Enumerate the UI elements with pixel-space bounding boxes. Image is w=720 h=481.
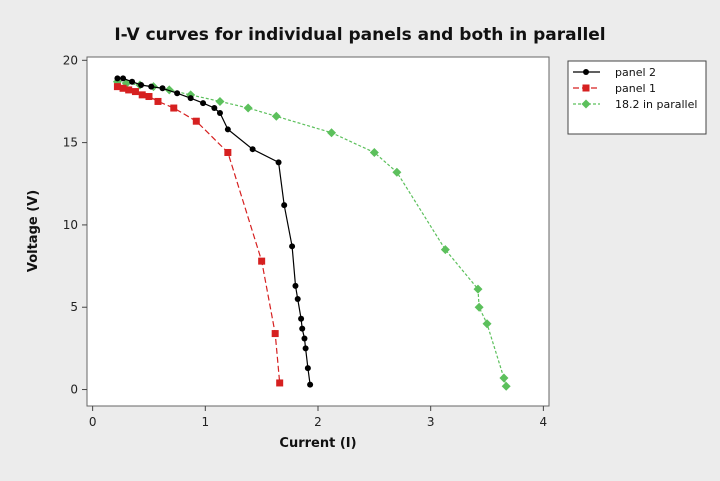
- data-point-panel-1: [224, 148, 232, 156]
- data-point-18-2-in-parallel: [215, 96, 225, 106]
- series-panel-1: [113, 83, 284, 387]
- data-point-18-2-in-parallel: [271, 111, 281, 121]
- data-point-panel-1: [170, 104, 178, 112]
- legend-marker-panel-2: [583, 69, 589, 75]
- x-tick-label: 0: [89, 415, 97, 429]
- chart-title: I-V curves for individual panels and bot…: [114, 25, 605, 45]
- data-point-18-2-in-parallel: [440, 245, 450, 255]
- legend-label-panel-1: panel 1: [615, 82, 656, 95]
- data-point-panel-2: [281, 202, 288, 209]
- legend-box: [567, 60, 707, 135]
- data-point-18-2-in-parallel: [474, 302, 484, 312]
- y-axis-label: Voltage (V): [26, 190, 41, 272]
- data-point-panel-1: [131, 88, 139, 96]
- data-point-panel-1: [113, 83, 121, 91]
- data-point-panel-2: [187, 95, 194, 102]
- data-point-panel-2: [148, 83, 155, 90]
- data-point-18-2-in-parallel: [164, 85, 174, 95]
- x-tick-label: 3: [427, 415, 435, 429]
- data-point-panel-2: [200, 100, 207, 107]
- data-point-panel-2: [138, 81, 145, 88]
- data-point-panel-1: [258, 257, 266, 265]
- series-panel-2: [114, 75, 314, 388]
- data-point-18-2-in-parallel: [243, 103, 253, 113]
- data-point-panel-1: [145, 93, 153, 101]
- y-tick-label: 5: [70, 300, 78, 314]
- data-point-panel-2: [224, 126, 231, 133]
- data-point-panel-1: [276, 379, 284, 387]
- data-point-panel-1: [138, 91, 146, 99]
- data-point-panel-2: [216, 109, 223, 116]
- y-tick-label: 20: [63, 53, 78, 67]
- data-point-panel-2: [304, 365, 311, 372]
- x-axis-label: Current (I): [279, 436, 356, 451]
- data-point-18-2-in-parallel: [392, 167, 402, 177]
- legend-label-panel-2: panel 2: [615, 66, 656, 79]
- data-point-panel-2: [159, 85, 166, 92]
- data-point-panel-2: [302, 345, 309, 352]
- data-point-18-2-in-parallel: [482, 319, 492, 329]
- data-point-panel-2: [307, 381, 314, 388]
- data-point-panel-1: [119, 84, 127, 92]
- data-point-panel-2: [292, 282, 299, 289]
- data-point-panel-2: [174, 90, 181, 97]
- x-tick-label: 2: [314, 415, 322, 429]
- data-point-panel-2: [289, 243, 296, 250]
- data-point-panel-1: [125, 86, 133, 94]
- data-point-panel-2: [294, 295, 301, 302]
- data-point-panel-2: [114, 75, 121, 82]
- legend-label-18-2-in-parallel: 18.2 in parallel: [615, 98, 697, 111]
- legend: panel 2 panel 1 18.2 in parallel: [567, 60, 707, 135]
- data-point-18-2-in-parallel: [473, 284, 483, 294]
- x-tick-label: 1: [201, 415, 209, 429]
- data-point-panel-1: [271, 330, 279, 338]
- plot-area: [86, 56, 550, 407]
- data-point-panel-2: [120, 75, 127, 82]
- data-point-panel-1: [192, 117, 200, 125]
- data-point-18-2-in-parallel: [499, 373, 509, 383]
- data-point-panel-2: [298, 315, 305, 322]
- data-point-18-2-in-parallel: [327, 128, 337, 138]
- data-point-panel-2: [249, 146, 256, 153]
- y-tick-label: 10: [63, 218, 78, 232]
- data-point-panel-2: [211, 105, 218, 112]
- legend-marker-18-2-in-parallel: [581, 99, 591, 109]
- x-tick-label: 4: [540, 415, 548, 429]
- y-tick-label: 0: [70, 383, 78, 397]
- data-point-panel-2: [299, 325, 306, 332]
- data-point-18-2-in-parallel: [501, 381, 511, 391]
- data-point-panel-1: [154, 97, 162, 105]
- legend-marker-panel-1: [582, 84, 590, 92]
- y-tick-label: 15: [63, 136, 78, 150]
- data-point-18-2-in-parallel: [369, 147, 379, 157]
- series-layer: [112, 75, 511, 391]
- data-point-panel-2: [275, 159, 282, 166]
- data-point-panel-2: [129, 78, 136, 85]
- data-point-panel-2: [301, 335, 308, 342]
- axis-ticks: 0 1 2 3 4 0 5 10 15 20: [63, 53, 547, 429]
